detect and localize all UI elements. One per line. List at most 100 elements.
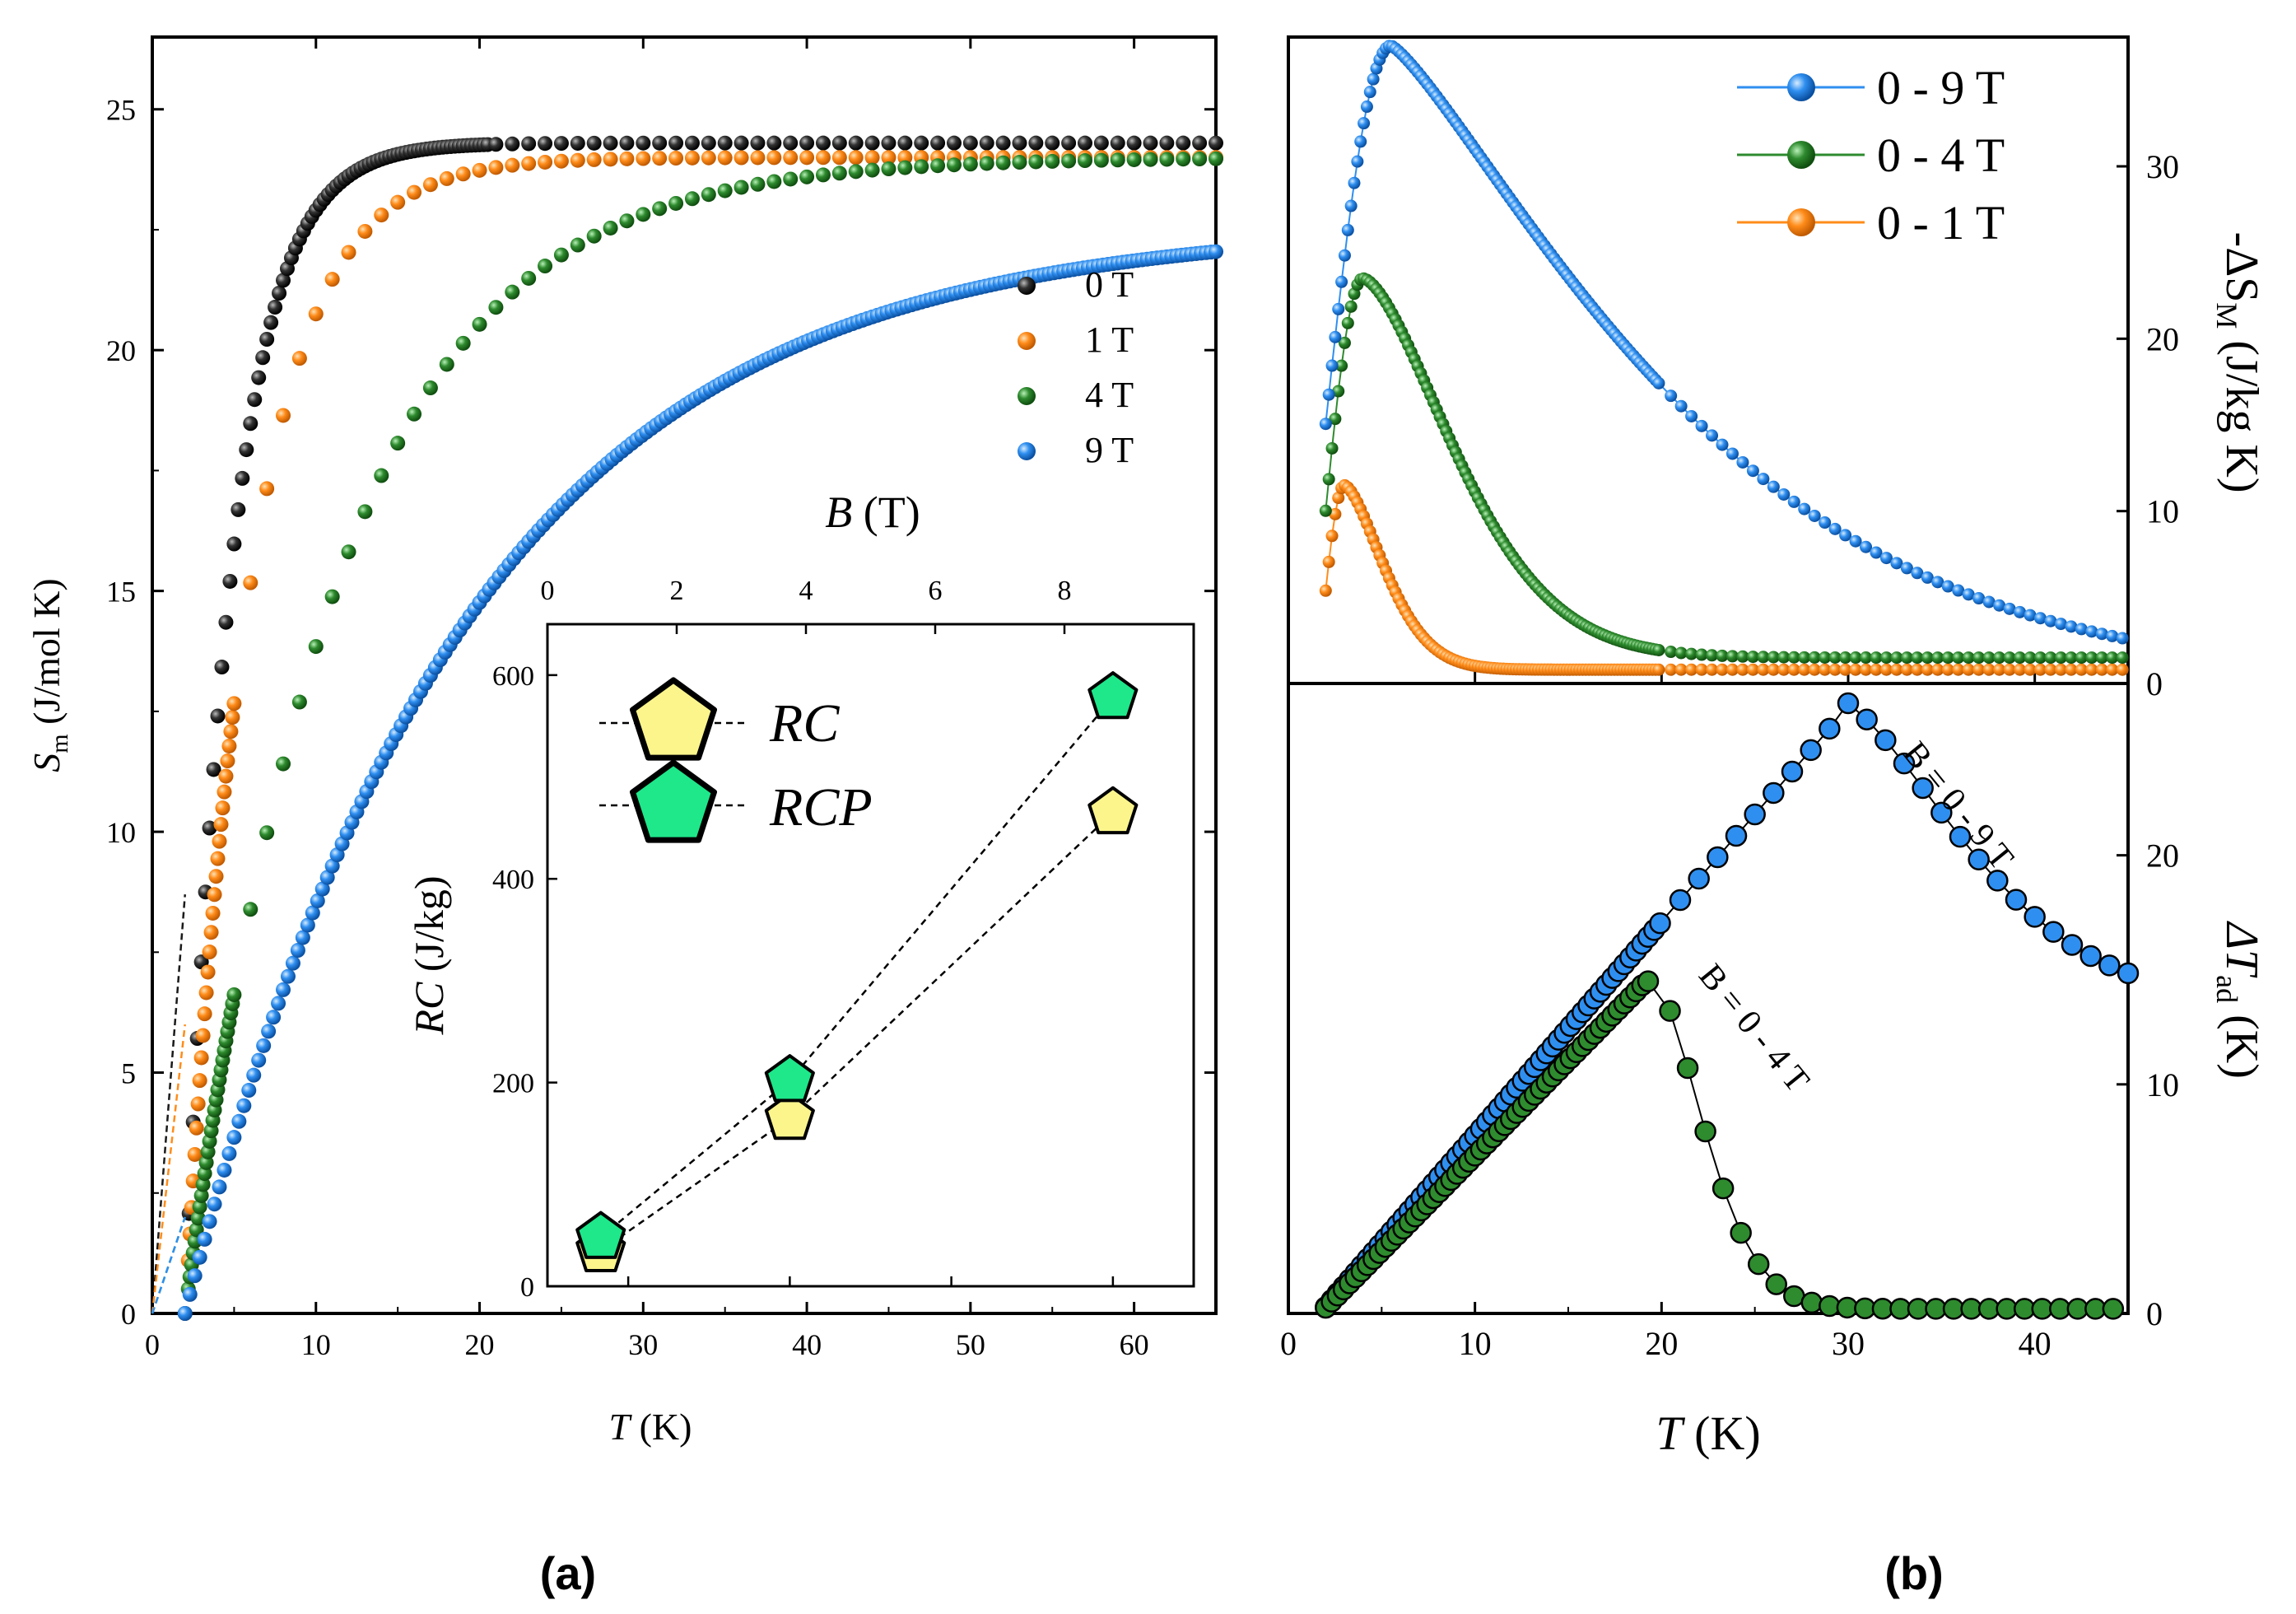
b-top-point xyxy=(2085,663,2098,676)
b-top-point xyxy=(1849,651,1862,665)
b-top-point xyxy=(1695,648,1708,661)
b-bottom-point xyxy=(1930,801,1953,824)
b-top-point xyxy=(1952,584,1965,597)
b-bottom-point xyxy=(1912,777,1934,800)
b-x-tick-label: 20 xyxy=(1645,1325,1678,1362)
data-point-0t xyxy=(783,135,799,151)
data-point-0t xyxy=(701,135,716,151)
data-point-0t xyxy=(259,332,275,348)
data-point-4t xyxy=(324,589,340,604)
data-point-1t xyxy=(799,150,815,166)
data-point-0t xyxy=(1143,135,1158,151)
data-point-4t xyxy=(717,183,733,198)
b-top-point xyxy=(2065,651,2078,665)
b-top-point xyxy=(1860,663,1873,676)
b-bottom-point xyxy=(2079,945,2102,968)
data-point-4t xyxy=(505,284,520,300)
b-top-point xyxy=(1777,663,1791,676)
data-point-9t xyxy=(212,1179,227,1195)
b-top-point xyxy=(1341,223,1354,236)
inset-data-points xyxy=(575,671,1139,1272)
data-point-1t xyxy=(198,985,214,1001)
data-point-4t xyxy=(1093,152,1109,168)
data-point-4t xyxy=(1143,152,1158,167)
data-point-9t xyxy=(217,1162,232,1178)
inset-point-rc xyxy=(1087,786,1139,835)
b-top-point xyxy=(1335,359,1348,372)
b-top-point xyxy=(1319,417,1332,431)
data-point-1t xyxy=(218,768,234,784)
data-point-0t xyxy=(488,137,504,152)
b-top-point xyxy=(2003,663,2016,676)
legend-label: 0 T xyxy=(1085,264,1134,305)
data-point-0t xyxy=(222,573,238,589)
data-point-9t xyxy=(280,968,296,984)
data-point-0t xyxy=(881,135,897,151)
data-point-4t xyxy=(259,825,275,841)
b-top-point xyxy=(2054,651,2067,665)
b-bottom-point xyxy=(2102,1298,2125,1320)
data-point-1t xyxy=(203,925,219,940)
b-top-point xyxy=(2095,627,2108,641)
data-point-4t xyxy=(668,195,684,211)
data-point-4t xyxy=(189,1222,204,1238)
data-point-9t xyxy=(1209,244,1223,259)
b-top-point xyxy=(1787,663,1800,676)
data-point-0t xyxy=(505,136,520,152)
data-point-1t xyxy=(215,800,231,816)
legend-marker xyxy=(1018,387,1036,405)
data-point-4t xyxy=(1012,155,1027,170)
data-point-0t xyxy=(1028,135,1044,151)
b-bottom-point xyxy=(2098,954,2121,977)
b-top-point xyxy=(1911,651,1924,665)
b-bottom-point xyxy=(2005,889,2028,911)
b-top-point xyxy=(1725,447,1739,460)
b-bottom-point xyxy=(2117,962,2140,985)
data-point-1t xyxy=(208,869,224,884)
data-point-9t xyxy=(290,943,305,959)
b-top-point xyxy=(1695,663,1708,676)
x-tick-label: 40 xyxy=(792,1328,822,1361)
data-point-1t xyxy=(308,306,324,322)
b-top-point xyxy=(1819,651,1832,664)
b-top-point xyxy=(1819,663,1832,676)
inset-top-tick-label: 8 xyxy=(1058,576,1072,606)
data-point-4t xyxy=(197,1166,212,1182)
b-top-point xyxy=(1839,651,1852,665)
legend-label: 9 T xyxy=(1085,430,1134,470)
b-bottom-point xyxy=(2024,906,2046,928)
b-top-point xyxy=(1982,651,1996,665)
data-point-4t xyxy=(946,157,962,173)
b-top-point xyxy=(1358,117,1371,130)
data-point-0t xyxy=(210,708,226,724)
b-bottom-point xyxy=(1688,867,1710,890)
data-point-0t xyxy=(239,442,254,458)
data-point-1t xyxy=(684,150,700,166)
b-top-point xyxy=(1322,388,1335,401)
b-top-point xyxy=(1325,359,1339,372)
data-point-9t xyxy=(324,858,340,874)
b-top-point xyxy=(1344,300,1358,313)
legend-marker xyxy=(1018,277,1036,295)
data-point-0t xyxy=(1093,135,1109,151)
data-point-0t xyxy=(247,392,263,408)
b-bottom-y-tick-label: 20 xyxy=(2146,837,2179,875)
data-point-1t xyxy=(357,223,373,239)
data-point-0t xyxy=(1209,135,1223,151)
b-top-point xyxy=(1982,595,1996,609)
b-bottom-point xyxy=(1637,970,1660,992)
data-point-1t xyxy=(223,724,239,739)
b-bottom-point xyxy=(1747,1252,1770,1276)
b-top-point xyxy=(2024,651,2037,665)
b-top-point xyxy=(2024,663,2037,676)
data-point-4t xyxy=(979,156,994,171)
data-point-0t xyxy=(652,135,668,151)
b-top-point xyxy=(1716,663,1729,676)
b-top-point xyxy=(1767,651,1780,664)
b-top-point xyxy=(1931,651,1944,665)
data-point-1t xyxy=(455,166,471,182)
data-point-0t xyxy=(668,135,684,151)
b-top-point xyxy=(2095,663,2108,676)
panel-b-bottom-y-axis-label: ΔTad (K) xyxy=(2210,921,2267,1079)
